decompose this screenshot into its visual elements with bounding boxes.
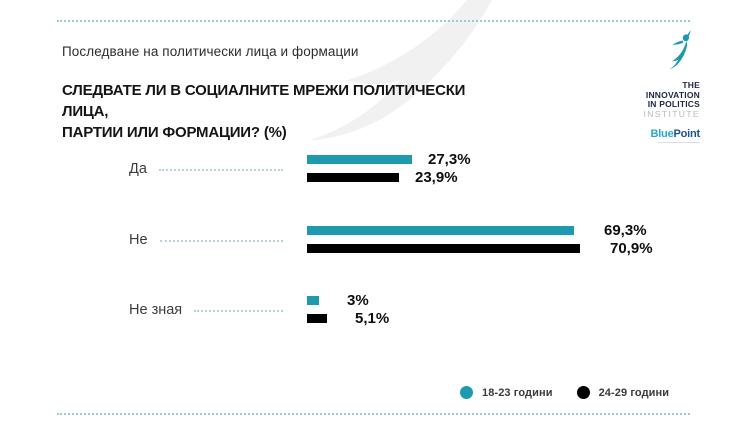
legend-item: 18-23 години	[460, 386, 553, 399]
logo-line-innovation: INNOVATION	[645, 89, 700, 100]
category-cell: Не зная	[129, 302, 285, 318]
bluepoint-tagline-line	[658, 142, 700, 143]
category-label: Не зная	[129, 301, 183, 318]
legend-item: 24-29 години	[576, 386, 670, 399]
bar-series-1	[307, 172, 399, 182]
chart-title-line2: ПАРТИИ ИЛИ ФОРМАЦИИ? (%)	[62, 124, 287, 141]
chart-kicker: Последване на политически лица и формаци…	[62, 44, 359, 59]
bluepoint-logo: BluePoint	[610, 128, 700, 140]
leader-dots	[158, 169, 283, 171]
logo-line-institute: INSTITUTE	[643, 108, 700, 119]
bar-value-label: 3%	[347, 292, 369, 310]
bar-group: 3% 5,1%	[307, 292, 389, 327]
bar-value-label: 70,9%	[610, 239, 653, 257]
bar-group: 69,3% 70,9%	[307, 222, 653, 257]
bluepoint-point: Point	[673, 128, 701, 140]
logo-line-in-politics: IN POLITICS	[647, 99, 700, 109]
chart-row: Да 27,3% 23,9%	[129, 151, 720, 186]
bar-value-label: 23,9%	[415, 168, 458, 186]
bottom-dotted-rule	[57, 413, 690, 415]
leader-dots	[194, 310, 283, 312]
bar-series-0	[307, 155, 412, 165]
legend-dot-icon	[576, 386, 590, 399]
bar-series-0	[307, 296, 319, 306]
legend-label: 18-23 години	[482, 386, 553, 399]
top-dotted-rule	[57, 20, 690, 22]
legend-dot-icon	[460, 386, 473, 399]
category-cell: Не	[129, 232, 285, 248]
institute-logo: THE INNOVATION IN POLITICS INSTITUTE Blu…	[610, 30, 700, 143]
category-label: Да	[129, 160, 147, 177]
chart-row: Не зная 3% 5,1%	[129, 292, 720, 327]
chart-row: Не 69,3% 70,9%	[129, 222, 720, 257]
bar-series-1	[307, 313, 327, 323]
bar-value-label: 5,1%	[355, 309, 390, 327]
logo-line-the: THE	[682, 80, 700, 90]
chart-title-line1: СЛЕДВАТЕ ЛИ В СОЦИАЛНИТЕ МРЕЖИ ПОЛИТИЧЕС…	[62, 82, 466, 120]
legend-label: 24-29 години	[598, 386, 670, 399]
bar-group: 27,3% 23,9%	[307, 151, 471, 186]
bar-series-0	[307, 226, 574, 236]
chart-legend: 18-23 години 24-29 години	[460, 386, 669, 399]
bar-value-label: 69,3%	[604, 222, 647, 240]
bar-series-1	[307, 243, 580, 253]
category-cell: Да	[129, 161, 285, 177]
bluepoint-blue: Blue	[650, 128, 674, 140]
leader-dots	[159, 240, 283, 242]
bar-value-label: 27,3%	[428, 151, 471, 169]
chart-title: СЛЕДВАТЕ ЛИ В СОЦИАЛНИТЕ МРЕЖИ ПОЛИТИЧЕС…	[62, 80, 492, 143]
category-label: Не	[129, 231, 148, 248]
